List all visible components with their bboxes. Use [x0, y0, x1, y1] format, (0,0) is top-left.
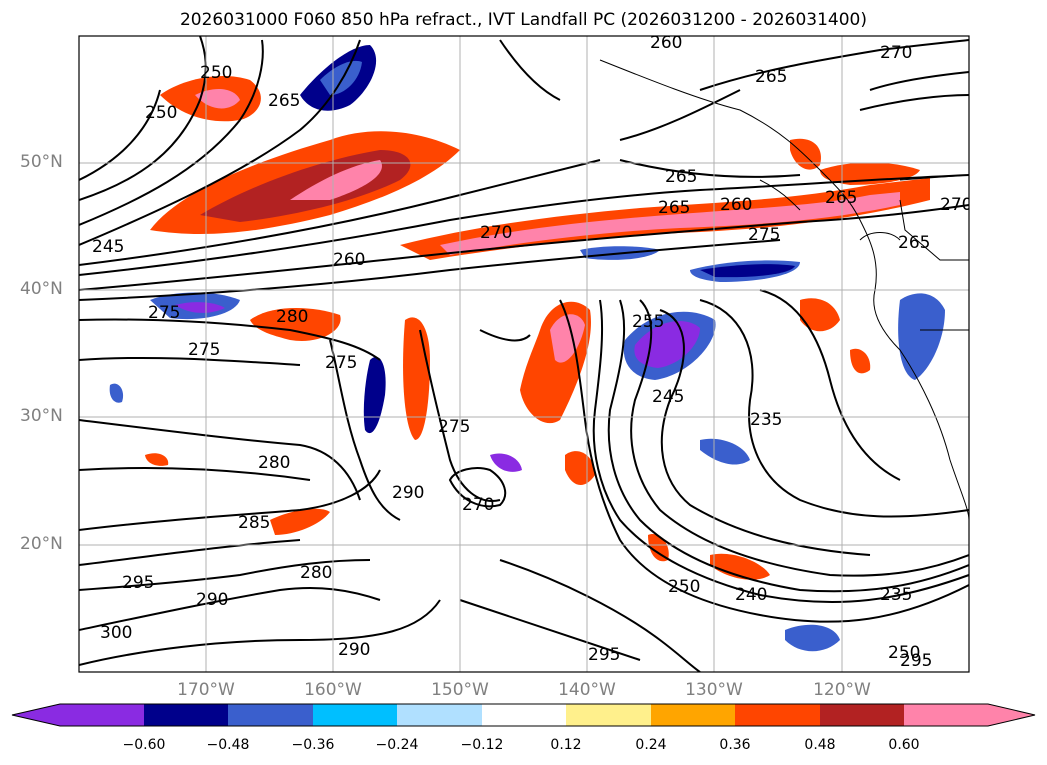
- contour-label: 270: [880, 43, 912, 63]
- lon-label: 120°W: [813, 680, 871, 700]
- contour-label: 270: [480, 223, 512, 243]
- contour-label: 240: [735, 585, 767, 605]
- contour-label-group: 270 265 250 265 260 250 245 265 265 260 …: [92, 33, 972, 671]
- lon-label: 140°W: [558, 680, 616, 700]
- contour-label: 295: [900, 651, 932, 671]
- lat-label: 50°N: [20, 152, 63, 172]
- contour-label: 270: [940, 195, 972, 215]
- contour-label: 295: [588, 645, 620, 665]
- contour-label: 290: [196, 590, 228, 610]
- colorbar-tick-label: −0.60: [122, 737, 166, 753]
- contour-label: 290: [392, 483, 424, 503]
- contour-label: 290: [338, 640, 370, 660]
- coastline: [599, 59, 969, 521]
- colorbar-tick-label: −0.36: [291, 737, 335, 753]
- lon-label: 160°W: [304, 680, 362, 700]
- colorbar-cell: [988, 704, 1035, 726]
- contour-label: 250: [668, 577, 700, 597]
- contour-label: 275: [188, 340, 220, 360]
- contour-label: 275: [748, 225, 780, 245]
- colorbar-cell: [482, 704, 566, 726]
- contour-label: 265: [268, 91, 300, 111]
- colorbar-cell: [735, 704, 820, 726]
- colorbar-cell: [144, 704, 228, 726]
- contour-label: 255: [632, 312, 664, 332]
- contour-label: 270: [462, 495, 494, 515]
- contour-label: 250: [200, 63, 232, 83]
- lon-label: 130°W: [685, 680, 743, 700]
- colorbar-tick-label: 0.60: [888, 737, 920, 753]
- colorbar-cell: [313, 704, 397, 726]
- contour-label: 280: [300, 563, 332, 583]
- shaded-regions: [109, 45, 945, 652]
- lat-label: 30°N: [20, 406, 63, 426]
- contour-label: 235: [880, 585, 912, 605]
- contour-label: 235: [750, 410, 782, 430]
- contour-label: 275: [438, 417, 470, 437]
- contour-lines: [79, 36, 969, 672]
- contour-label: 245: [92, 237, 124, 257]
- contour-label: 245: [652, 387, 684, 407]
- lat-label: 20°N: [20, 534, 63, 554]
- contour-label: 260: [650, 33, 682, 53]
- colorbar-cell: [12, 704, 60, 726]
- colorbar-cell: [60, 704, 144, 726]
- colorbar-cell: [397, 704, 482, 726]
- contour-label: 260: [333, 250, 365, 270]
- contour-label: 265: [665, 167, 697, 187]
- map-title: 2026031000 F060 850 hPa refract., IVT La…: [179, 10, 867, 30]
- colorbar-tick-label: 0.36: [719, 737, 751, 753]
- contour-label: 250: [145, 103, 177, 123]
- colorbar-tick-label: 0.12: [550, 737, 582, 753]
- contour-label: 265: [658, 198, 690, 218]
- contour-label: 285: [238, 513, 270, 533]
- colorbar-tick-label: −0.48: [206, 737, 250, 753]
- colorbar-cell: [228, 704, 313, 726]
- colorbar-tick-label: −0.12: [460, 737, 504, 753]
- lat-label: 40°N: [20, 279, 63, 299]
- colorbar-tick-label: 0.24: [635, 737, 667, 753]
- contour-label: 265: [755, 67, 787, 87]
- contour-label: 265: [825, 188, 857, 208]
- grid-lines: [79, 36, 969, 672]
- colorbar-cell: [566, 704, 651, 726]
- colorbar-cell: [820, 704, 904, 726]
- colorbar-outline: [11, 703, 1036, 727]
- lon-label: 170°W: [177, 680, 235, 700]
- contour-label: 275: [148, 303, 180, 323]
- contour-label: 265: [898, 233, 930, 253]
- contour-label: 280: [258, 453, 290, 473]
- contour-label: 275: [325, 353, 357, 373]
- contour-label: 295: [122, 573, 154, 593]
- colorbar: [11, 703, 1036, 727]
- colorbar-tick-label: 0.48: [804, 737, 836, 753]
- colorbar-cell: [904, 704, 988, 726]
- contour-label: 300: [100, 623, 132, 643]
- lon-label: 150°W: [431, 680, 489, 700]
- colorbar-cell: [651, 704, 735, 726]
- colorbar-tick-label: −0.24: [375, 737, 419, 753]
- contour-label: 260: [720, 195, 752, 215]
- contour-label: 280: [276, 307, 308, 327]
- contour-label: 250: [888, 643, 920, 663]
